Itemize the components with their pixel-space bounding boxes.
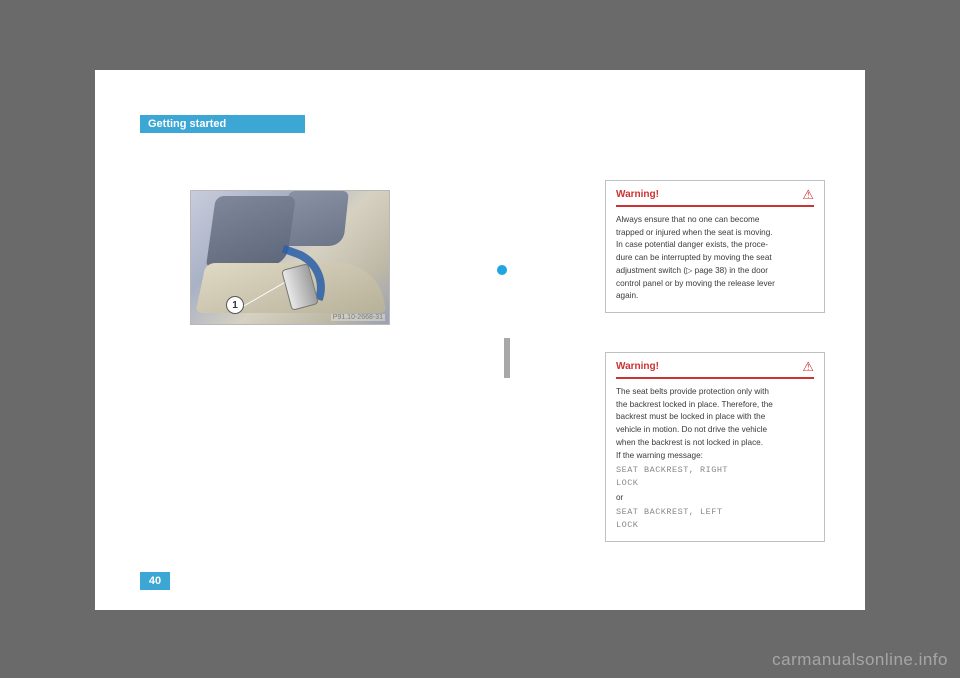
image-reference-label: P91.10-2668-31 — [331, 314, 385, 321]
thumb-tab-inactive — [504, 338, 510, 378]
warning-line: dure can be interrupted by moving the se… — [616, 252, 814, 265]
manual-page: Getting started 1 P91.10-2668-31 Warning… — [95, 70, 865, 610]
warning-line: Always ensure that no one can become — [616, 214, 814, 227]
warning-line: again. — [616, 290, 814, 303]
warning-line: If the warning message: — [616, 450, 814, 463]
thumb-tab-active — [497, 265, 507, 275]
page-number: 40 — [140, 572, 170, 590]
display-message-line: SEAT BACKREST, LEFT — [616, 506, 814, 519]
or-text: or — [616, 492, 814, 505]
display-message-line: SEAT BACKREST, RIGHT — [616, 464, 814, 477]
display-message-line: LOCK — [616, 519, 814, 532]
watermark-text: carmanualsonline.info — [772, 650, 948, 670]
warning-header: Warning! ⚠ — [616, 188, 814, 207]
warning-line: control panel or by moving the release l… — [616, 278, 814, 291]
warning-body: The seat belts provide protection only w… — [616, 386, 814, 532]
warning-line: vehicle in motion. Do not drive the vehi… — [616, 424, 814, 437]
warning-line: In case potential danger exists, the pro… — [616, 239, 814, 252]
warning-line: when the backrest is not locked in place… — [616, 437, 814, 450]
warning-title: Warning! — [616, 189, 659, 200]
display-message-line: LOCK — [616, 477, 814, 490]
warning-line: trapped or injured when the seat is movi… — [616, 227, 814, 240]
seat-illustration: 1 P91.10-2668-31 — [190, 190, 390, 325]
warning-box-2: Warning! ⚠ The seat belts provide protec… — [605, 352, 825, 542]
warning-box-1: Warning! ⚠ Always ensure that no one can… — [605, 180, 825, 313]
section-title-text: Getting started — [148, 118, 226, 130]
warning-line: the backrest locked in place. Therefore,… — [616, 399, 814, 412]
section-header: Getting started — [140, 115, 305, 133]
warning-line: backrest must be locked in place with th… — [616, 411, 814, 424]
warning-body: Always ensure that no one can become tra… — [616, 214, 814, 303]
warning-header: Warning! ⚠ — [616, 360, 814, 379]
warning-title: Warning! — [616, 361, 659, 372]
warning-line: adjustment switch (▷ page 38) in the doo… — [616, 265, 814, 278]
warning-line: The seat belts provide protection only w… — [616, 386, 814, 399]
callout-number: 1 — [226, 296, 244, 314]
warning-icon: ⚠ — [802, 360, 814, 373]
warning-icon: ⚠ — [802, 188, 814, 201]
